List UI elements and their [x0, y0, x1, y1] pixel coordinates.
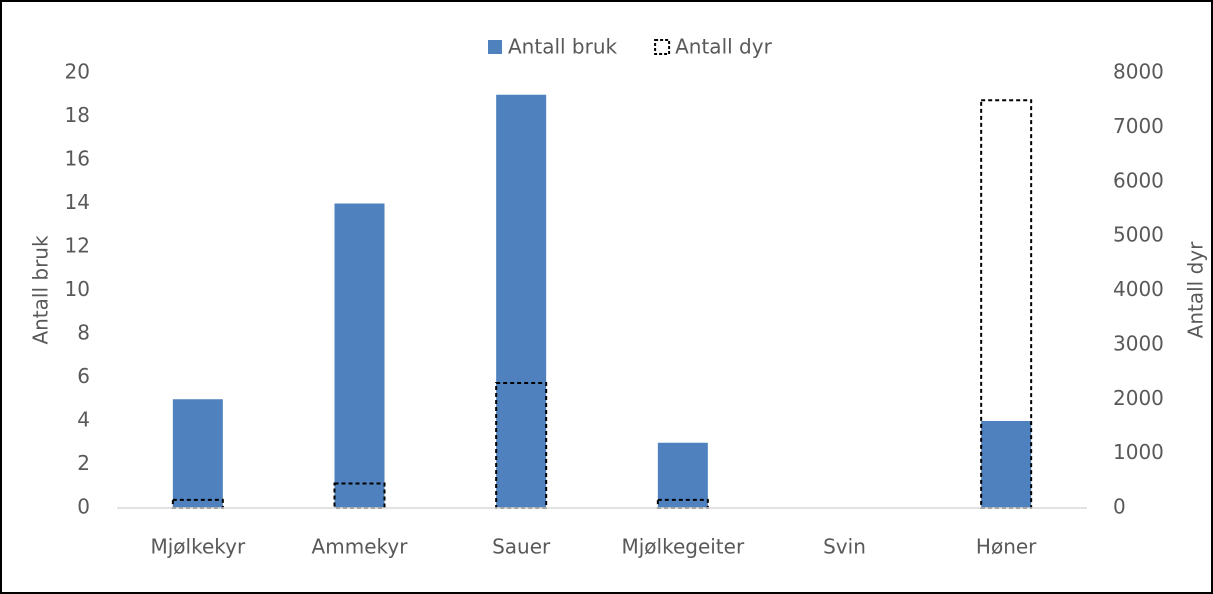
legend-swatch [488, 40, 502, 54]
y2-tick-label: 4000 [1113, 277, 1164, 301]
x-tick-label: Sauer [492, 535, 551, 559]
legend-label: Antall dyr [675, 35, 772, 59]
y-tick-label: 10 [65, 277, 90, 301]
legend-swatch [654, 39, 671, 55]
y-tick-label: 4 [77, 408, 90, 432]
y2-axis-title: Antall dyr [1184, 241, 1208, 338]
bar [495, 381, 548, 509]
y2-tick-label: 3000 [1113, 331, 1164, 355]
y-tick-label: 12 [65, 234, 90, 258]
x-tick-label: Mjølkekyr [150, 535, 245, 559]
y2-tick-label: 7000 [1113, 114, 1164, 138]
x-tick-label: Ammekyr [312, 535, 409, 559]
x-tick-label: Mjølkegeiter [621, 535, 744, 559]
y2-tick-label: 5000 [1113, 223, 1164, 247]
y-tick-label: 20 [65, 60, 90, 84]
bar [172, 399, 223, 508]
y-tick-label: 18 [65, 103, 90, 127]
x-tick-label: Svin [823, 535, 866, 559]
bar [171, 498, 224, 509]
bar [657, 442, 708, 508]
bar [496, 94, 547, 508]
y2-tick-label: 6000 [1113, 168, 1164, 192]
x-tick-label: Høner [976, 535, 1037, 559]
y2-tick-label: 1000 [1113, 440, 1164, 464]
y-tick-label: 2 [77, 451, 90, 475]
bar [656, 498, 709, 509]
bar [980, 99, 1033, 509]
y2-tick-label: 2000 [1113, 386, 1164, 410]
bar [334, 203, 385, 508]
y-tick-label: 16 [65, 147, 90, 171]
y-tick-label: 6 [77, 364, 90, 388]
legend-label: Antall bruk [508, 35, 618, 59]
y2-tick-label: 8000 [1113, 60, 1164, 84]
y2-tick-label: 0 [1113, 495, 1126, 519]
y-tick-label: 14 [65, 190, 90, 214]
y-axis-title: Antall bruk [29, 235, 53, 345]
y-tick-label: 0 [77, 495, 90, 519]
bar [981, 421, 1032, 508]
y-tick-label: 8 [77, 321, 90, 345]
